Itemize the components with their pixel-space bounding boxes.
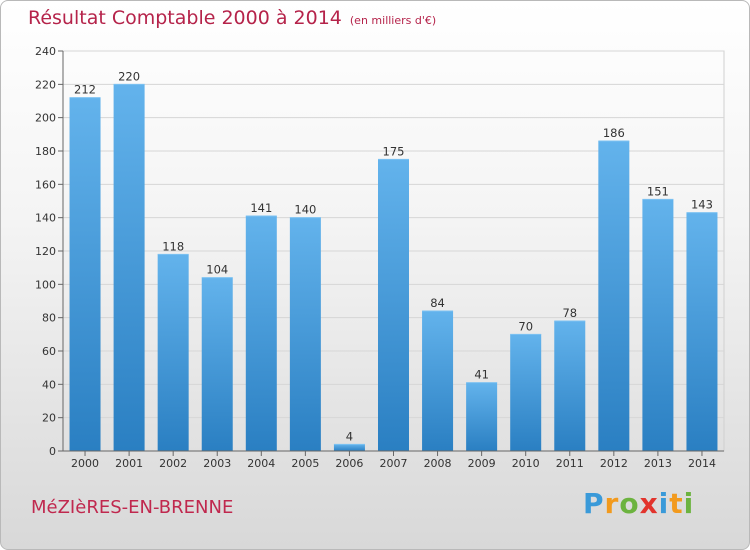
proxiti-logo[interactable]: Proxiti bbox=[583, 487, 694, 520]
x-axis: 2000 2001 2002 2003 2004 2005 2006 2007 2008 2009… bbox=[63, 450, 724, 470]
data-label-2002: 118 bbox=[162, 239, 184, 253]
bar-2005 bbox=[289, 217, 321, 451]
y-tick-label: 140 bbox=[35, 212, 56, 225]
x-tick-label-2003: 2003 bbox=[203, 457, 231, 470]
y-tick-label: 160 bbox=[35, 178, 56, 191]
x-tick-label-2012: 2012 bbox=[600, 457, 628, 470]
y-tick-label: 240 bbox=[35, 45, 56, 58]
x-tick-label-2009: 2009 bbox=[468, 457, 496, 470]
logo-letter: P bbox=[583, 487, 605, 520]
data-label-2009: 41 bbox=[474, 368, 489, 382]
bar-2014 bbox=[686, 212, 718, 451]
x-tick-label-2004: 2004 bbox=[247, 457, 275, 470]
x-tick-label-2000: 2000 bbox=[71, 457, 99, 470]
data-label-2000: 212 bbox=[74, 83, 96, 97]
data-label-2006: 4 bbox=[346, 429, 353, 443]
x-tick-label-2014: 2014 bbox=[688, 457, 716, 470]
x-tick-label-2002: 2002 bbox=[159, 457, 187, 470]
y-tick-label: 40 bbox=[42, 378, 56, 391]
bar-2000 bbox=[69, 97, 101, 452]
data-label-2007: 175 bbox=[383, 144, 405, 158]
data-label-2014: 143 bbox=[691, 198, 713, 212]
commune-name: MéZIèRES-EN-BRENNE bbox=[31, 497, 234, 518]
bar-2010 bbox=[510, 334, 542, 451]
chart-subtitle: (en milliers d'€) bbox=[349, 14, 437, 27]
bar-2001 bbox=[113, 84, 145, 451]
logo-letter: x bbox=[639, 487, 659, 520]
bar-2003 bbox=[201, 277, 233, 451]
bar-2004 bbox=[245, 216, 277, 451]
logo-letter: r bbox=[604, 487, 620, 520]
y-tick-label: 80 bbox=[42, 312, 56, 325]
bar-2012 bbox=[598, 141, 630, 451]
x-tick-label-2013: 2013 bbox=[644, 457, 672, 470]
data-label-2001: 220 bbox=[118, 69, 140, 83]
data-label-2010: 70 bbox=[518, 319, 533, 333]
bar-2007 bbox=[378, 159, 409, 452]
y-tick-label: 0 bbox=[49, 445, 56, 458]
y-tick-label: 60 bbox=[42, 345, 56, 358]
x-tick-label-2011: 2011 bbox=[556, 457, 584, 470]
data-label-2013: 151 bbox=[647, 184, 669, 198]
y-axis: 0 20 40 60 80 100 120 140 160 180 200 220 240 bbox=[35, 45, 64, 458]
x-tick-label-2005: 2005 bbox=[291, 457, 319, 470]
bar-2011 bbox=[554, 321, 586, 451]
data-label-2005: 140 bbox=[294, 203, 316, 217]
chart-title-text: Résultat Comptable 2000 à 2014 bbox=[28, 7, 342, 29]
y-tick-label: 180 bbox=[35, 145, 56, 158]
data-label-2008: 84 bbox=[430, 296, 445, 310]
x-tick-label-2010: 2010 bbox=[512, 457, 540, 470]
y-tick-label: 100 bbox=[35, 278, 56, 291]
x-tick-label-2008: 2008 bbox=[424, 457, 452, 470]
logo-letter: i bbox=[658, 487, 670, 520]
y-tick-label: 120 bbox=[35, 245, 56, 258]
x-tick-label-2001: 2001 bbox=[115, 457, 143, 470]
bar-2009 bbox=[466, 382, 498, 451]
logo-letter: i bbox=[683, 487, 695, 520]
bar-2013 bbox=[642, 199, 674, 451]
y-tick-label: 20 bbox=[42, 412, 56, 425]
logo-letter: t bbox=[669, 487, 684, 520]
data-label-2004: 141 bbox=[250, 201, 272, 215]
data-label-2012: 186 bbox=[603, 126, 625, 140]
bars: 212 220 118 104 141 140 4 175 84 41 70 78 186 151 143 bbox=[69, 69, 718, 452]
x-tick-label-2006: 2006 bbox=[335, 457, 363, 470]
bar-2008 bbox=[422, 311, 454, 451]
x-tick-label-2007: 2007 bbox=[380, 457, 408, 470]
chart-title: Résultat Comptable 2000 à 2014 (en millie… bbox=[28, 7, 436, 29]
data-label-2003: 104 bbox=[206, 263, 228, 277]
y-tick-label: 200 bbox=[35, 112, 56, 125]
data-label-2011: 78 bbox=[562, 306, 577, 320]
logo-letter: o bbox=[619, 487, 640, 520]
y-tick-label: 220 bbox=[35, 78, 56, 91]
bar-2002 bbox=[157, 254, 189, 451]
bar-2006 bbox=[333, 444, 365, 451]
